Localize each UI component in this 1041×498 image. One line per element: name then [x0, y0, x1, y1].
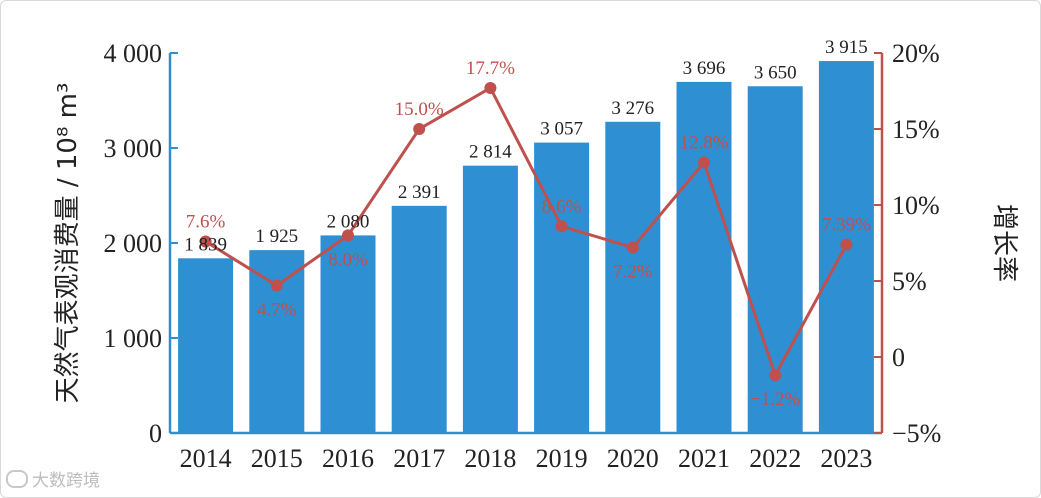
y-right-tick-label: 20% [892, 39, 940, 68]
bar-2015 [249, 250, 305, 433]
y-axis-left-title: 天然气表观消费量 / 10⁸ m³ [53, 83, 83, 404]
watermark-text: 大数跨境 [32, 471, 100, 491]
x-tick-label: 2021 [678, 444, 730, 473]
growth-rate-label: 8.0% [328, 249, 368, 270]
growth-rate-point-2021 [698, 156, 710, 169]
bar-value-label: 1 925 [255, 226, 298, 247]
growth-rate-point-2018 [484, 81, 497, 94]
brand-logo-icon [6, 469, 28, 488]
y-axis-right-title: 增长率 [989, 204, 1019, 282]
y-right-tick-label: 5% [892, 267, 927, 296]
growth-rate-label: 12.8% [679, 132, 728, 153]
x-tick-label: 2018 [464, 444, 516, 473]
bar-value-label: 3 696 [683, 58, 726, 79]
x-tick-label: 2016 [322, 444, 374, 473]
y-left-tick-label: 4 000 [104, 39, 163, 68]
growth-rate-point-2014 [199, 235, 212, 248]
y-left-tick-label: 1 000 [104, 324, 163, 353]
y-right-tick-label: 15% [892, 115, 940, 144]
bar-value-label: 3 057 [540, 119, 583, 140]
growth-rate-point-2022 [769, 369, 782, 382]
growth-rate-label: 15.0% [395, 99, 444, 120]
bar-2018 [462, 165, 518, 434]
growth-rate-line [204, 85, 848, 379]
x-tick-label: 2014 [180, 444, 232, 473]
growth-rate-point-2023 [840, 238, 853, 251]
growth-rate-point-2017 [413, 123, 426, 135]
growth-rate-label: 4.7% [257, 300, 297, 321]
x-tick-label: 2023 [820, 444, 872, 473]
x-tick-label: 2020 [607, 444, 659, 473]
watermark: 大数跨境 [6, 466, 100, 491]
y-left-tick-label: 2 000 [104, 229, 163, 258]
growth-rate-point-2020 [626, 241, 639, 254]
x-tick-label: 2022 [749, 444, 801, 473]
growth-rate-point-2019 [555, 220, 568, 233]
bar-value-label: 1 839 [184, 234, 227, 255]
bar-value-label: 3 915 [825, 37, 868, 58]
y-left-tick-label: 3 000 [104, 134, 163, 163]
growth-rate-label: −1.2% [750, 389, 800, 410]
growth-rate-point-2015 [270, 279, 283, 292]
growth-rate-label: 17.7% [466, 58, 515, 79]
x-tick-label: 2015 [251, 444, 303, 473]
bar-2020 [605, 121, 661, 433]
bar-value-label: 3 276 [611, 98, 654, 119]
bar-2021 [676, 81, 732, 433]
growth-rate-point-2016 [342, 229, 354, 242]
y-right-tick-label: −5% [892, 419, 941, 448]
y-left-tick-label: 0 [149, 419, 162, 448]
growth-rate-label: 7.39% [822, 215, 871, 236]
bar-2016 [320, 235, 376, 433]
y-right-tick-label: 10% [892, 191, 940, 220]
bar-value-label: 3 650 [754, 62, 797, 83]
bar-value-label: 2 814 [469, 142, 512, 163]
bar-value-label: 2 391 [398, 182, 441, 203]
growth-rate-label: 7.6% [186, 211, 226, 232]
y-right-tick-label: 0 [892, 343, 905, 372]
bar-2017 [391, 205, 447, 433]
bar-value-label: 2 080 [327, 211, 370, 232]
bar-2014 [178, 258, 234, 433]
x-tick-label: 2019 [536, 444, 588, 473]
growth-rate-label: 7.2% [613, 262, 653, 283]
x-tick-label: 2017 [393, 444, 445, 473]
growth-rate-label: 8.6% [542, 196, 582, 217]
